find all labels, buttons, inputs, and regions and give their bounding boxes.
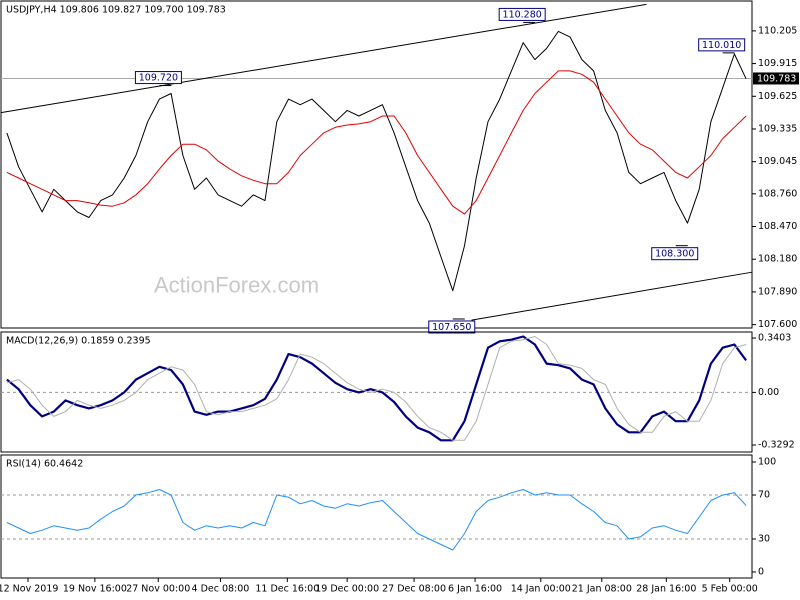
y-tick-label: 0.00 [758, 387, 779, 398]
x-tick-label: 28 Jan 16:00 [636, 584, 696, 595]
x-tick-label: 12 Nov 2019 [0, 584, 58, 595]
y-tick-label: 110.205 [758, 25, 797, 36]
y-tick-label: 0 [758, 566, 764, 577]
y-tick-label: 109.045 [758, 156, 797, 167]
y-tick-label: 109.335 [758, 123, 797, 134]
x-tick-label: 4 Dec 08:00 [192, 584, 250, 595]
y-tick-label: 109.915 [758, 58, 797, 69]
panel-title: RSI(14) 60.4642 [6, 459, 83, 470]
x-tick-label: 27 Nov 00:00 [126, 584, 190, 595]
y-tick-label: 70 [758, 490, 770, 501]
x-tick-label: 14 Jan 00:00 [511, 584, 571, 595]
x-tick-label: 27 Dec 08:00 [382, 584, 446, 595]
annotation-label: 110.010 [702, 40, 741, 51]
y-tick-label: 108.760 [758, 188, 797, 199]
x-tick-label: 21 Jan 08:00 [572, 584, 632, 595]
panel-title: USDJPY,H4 109.806 109.827 109.700 109.78… [6, 5, 226, 16]
x-tick-label: 19 Dec 00:00 [315, 584, 379, 595]
y-tick-label: 108.470 [758, 221, 797, 232]
trendline [471, 271, 753, 321]
panel-frame [0, 454, 753, 579]
y-tick-label: 108.180 [758, 254, 797, 265]
x-tick-label: 11 Dec 16:00 [255, 584, 319, 595]
series-line [6, 30, 747, 292]
last-price-label: 109.783 [757, 73, 796, 84]
annotation-label: 107.650 [432, 322, 471, 333]
annotation-label: 109.720 [139, 73, 178, 84]
panel-frame [0, 0, 753, 329]
y-tick-label: 0.3403 [758, 333, 791, 344]
series-line [6, 336, 747, 441]
watermark: ActionForex.com [154, 272, 319, 297]
annotation-box [428, 320, 476, 334]
annotation-box [134, 71, 182, 85]
annotation-box [498, 7, 546, 21]
y-tick-label: 100 [758, 457, 776, 468]
y-tick-label: 107.600 [758, 319, 797, 330]
x-tick-label: 5 Feb 00:00 [702, 584, 758, 595]
y-tick-label: 107.890 [758, 286, 797, 297]
x-tick-label: 6 Jan 16:00 [448, 584, 502, 595]
panel-title: MACD(12,26,9) 0.1859 0.2395 [6, 336, 151, 347]
y-tick-label: -0.3292 [758, 440, 795, 451]
annotation-box [698, 38, 746, 52]
series-line [6, 489, 747, 551]
y-tick-label: 109.625 [758, 91, 797, 102]
x-tick-label: 19 Nov 16:00 [63, 584, 127, 595]
y-tick-label: 30 [758, 533, 770, 544]
last-price-box [753, 72, 799, 85]
series-line [6, 70, 747, 215]
annotation-box [651, 247, 699, 261]
annotation-label: 110.280 [503, 9, 542, 20]
trendline [0, 3, 647, 114]
annotation-label: 108.300 [655, 249, 694, 260]
